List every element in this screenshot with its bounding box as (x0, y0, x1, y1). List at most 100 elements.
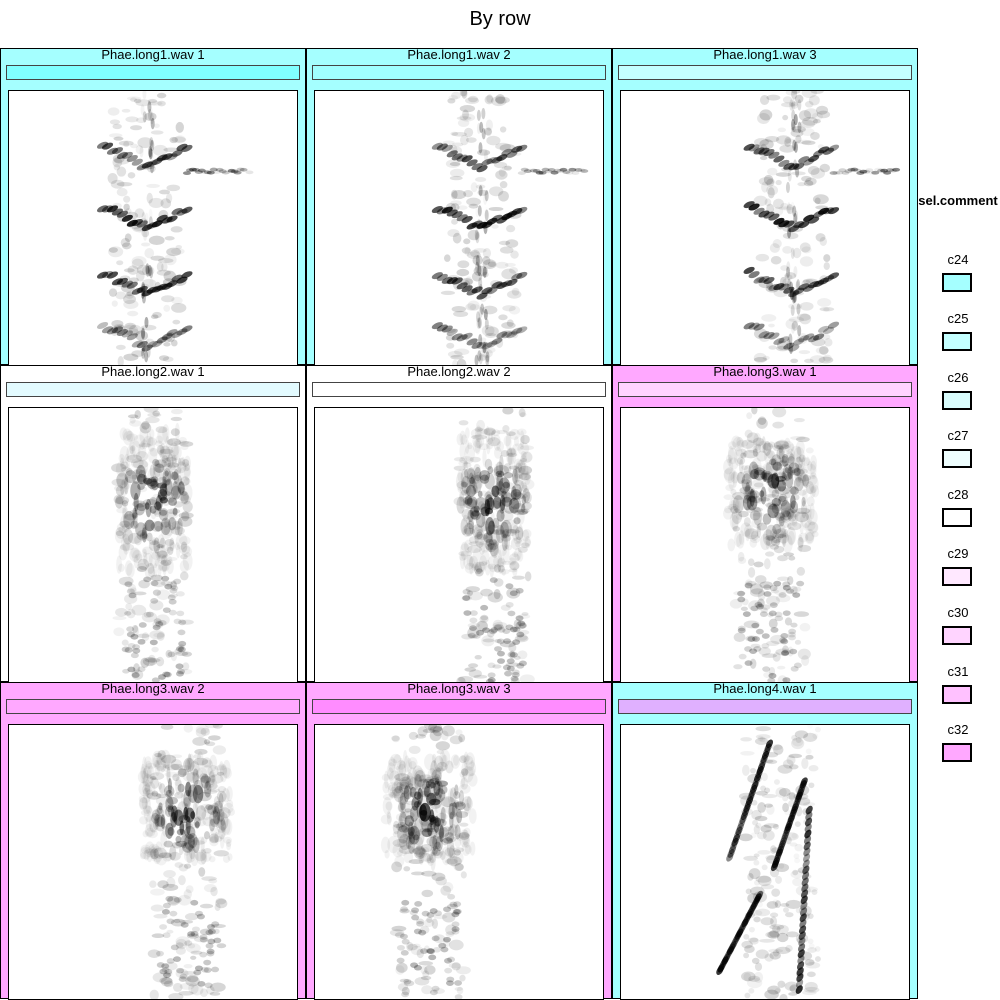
spectrogram-mark (521, 529, 530, 542)
spectrogram-mark (483, 193, 488, 205)
spectrogram-mark (176, 544, 181, 559)
spectrogram-mark (512, 468, 518, 485)
spectrogram (314, 90, 604, 366)
spectrogram-mark (811, 112, 823, 121)
legend-swatch (942, 390, 972, 410)
spectrogram-mark (426, 792, 437, 806)
spectrogram-mark (150, 848, 159, 860)
spectrogram-mark (185, 168, 194, 173)
spectrogram-mark (439, 749, 451, 768)
spectrogram-mark (181, 546, 193, 558)
spectrogram-mark (451, 142, 464, 147)
spectrogram-mark (406, 757, 412, 774)
spectrogram-mark (490, 627, 499, 633)
spectrogram-mark (195, 727, 207, 738)
spectrogram-mark (151, 220, 163, 228)
spectrogram-mark (110, 179, 125, 189)
spectrogram-mark (145, 789, 154, 799)
spectrogram-mark (171, 805, 178, 822)
spectrogram-mark (762, 471, 774, 483)
spectrogram-mark (165, 649, 173, 658)
spectrogram-mark (439, 811, 445, 824)
spectrogram-mark (126, 588, 135, 595)
spectrogram-mark (496, 282, 508, 290)
spectrogram-mark (462, 765, 474, 783)
spectrogram-mark (766, 640, 780, 647)
spectrogram-mark (810, 91, 824, 95)
spectrogram-mark (166, 766, 171, 784)
spectrogram-mark (754, 497, 764, 504)
spectrogram-mark (115, 344, 126, 350)
spectrogram-mark (419, 793, 431, 805)
spectrogram-mark (787, 521, 792, 530)
spectrogram-mark (424, 783, 436, 801)
spectrogram-mark (470, 249, 480, 258)
spectrogram-mark (429, 809, 435, 826)
spectrogram-mark (124, 581, 133, 587)
spectrogram-mark (463, 755, 474, 765)
spectrogram-mark (743, 470, 759, 475)
spectrogram-mark (109, 133, 123, 138)
spectrogram-mark (735, 448, 748, 458)
spectrogram-mark (166, 280, 178, 288)
spectrogram-mark (151, 933, 165, 939)
spectrogram-mark (477, 264, 482, 276)
spectrogram-mark (793, 446, 805, 463)
spectrogram-mark (144, 351, 149, 363)
spectrogram-mark (755, 908, 771, 917)
spectrogram-mark (748, 792, 754, 798)
spectrogram-mark (178, 875, 186, 886)
spectrogram-mark (431, 206, 443, 214)
spectrogram-mark (138, 781, 151, 797)
spectrogram-mark (200, 848, 207, 865)
spectrogram-mark (479, 337, 487, 343)
spectrogram-mark (773, 744, 784, 755)
spectrogram-mark (126, 454, 142, 463)
spectrogram-mark (448, 802, 465, 807)
spectrogram-mark (510, 677, 520, 682)
spectrogram-mark (506, 290, 522, 299)
spectrogram-mark (757, 112, 771, 125)
spectrogram-mark (160, 198, 172, 209)
spectrogram-mark (407, 826, 416, 837)
spectrogram-mark (797, 474, 812, 482)
spectrogram-mark (424, 965, 436, 975)
spectrogram-mark (765, 136, 780, 143)
spectrogram-mark (396, 944, 405, 951)
spectrogram-mark (732, 495, 744, 514)
spectrogram-mark (480, 521, 491, 532)
spectrogram-mark (216, 943, 227, 949)
spectrogram-mark (170, 339, 178, 347)
spectrogram-mark (484, 209, 489, 221)
spectrogram-mark (175, 840, 188, 847)
spectrogram-mark (757, 598, 765, 608)
spectrogram-mark (497, 627, 506, 633)
spectrogram-mark (523, 169, 532, 174)
spectrogram-mark (177, 668, 186, 675)
panel-color-bar (618, 699, 912, 714)
spectrogram-mark (725, 454, 733, 464)
spectrogram-mark (476, 292, 488, 300)
spectrogram-mark (525, 471, 530, 482)
spectrogram-mark (792, 467, 801, 476)
spectrogram-mark (123, 141, 130, 148)
spectrogram-mark (495, 142, 511, 150)
spectrogram-mark (853, 168, 862, 173)
spectrogram-mark (819, 236, 827, 246)
spectrogram-mark (127, 583, 137, 595)
spectrogram-mark (553, 168, 562, 173)
spectrogram-mark (173, 956, 181, 962)
spectrogram-mark (192, 736, 208, 746)
spectrogram-mark (741, 918, 749, 928)
spectrogram-mark (192, 837, 200, 854)
spectrogram-mark (401, 991, 410, 998)
spectrogram-mark (787, 466, 793, 480)
spectrogram-mark (808, 765, 819, 772)
spectrogram-mark (162, 559, 167, 576)
spectrogram-mark (807, 461, 813, 472)
spectrogram-mark (730, 488, 737, 496)
spectrogram-mark (440, 290, 456, 296)
spectrogram-mark (515, 615, 524, 622)
spectrogram-mark (166, 556, 178, 562)
spectrogram-mark (773, 440, 790, 450)
